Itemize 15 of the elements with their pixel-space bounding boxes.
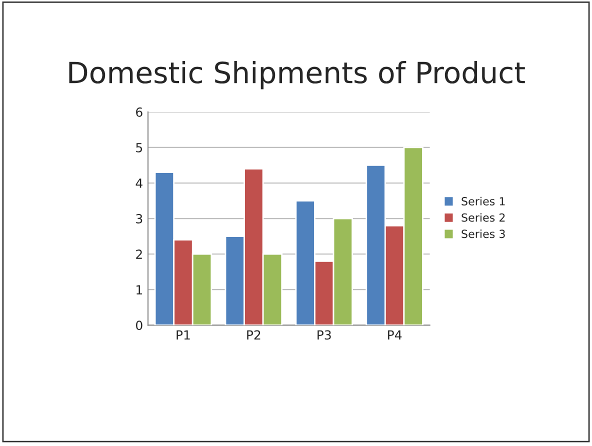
x-tick-label: P1 <box>176 330 190 340</box>
legend-label: Series 2 <box>462 213 505 222</box>
y-tick-label: 1 <box>136 285 142 294</box>
y-tick-label: 0 <box>136 320 142 330</box>
legend-label: Series 1 <box>462 196 505 206</box>
y-tick-label: 4 <box>136 178 142 188</box>
x-tick-label: P2 <box>247 330 260 340</box>
y-tick-label: 3 <box>136 214 142 224</box>
y-tick-label: 5 <box>136 143 142 152</box>
y-tick-label: 6 <box>136 107 142 117</box>
y-tick-label: 2 <box>136 250 142 259</box>
x-tick-label: P4 <box>388 330 402 340</box>
chart-title: Domestic Shipments of Product <box>69 60 525 90</box>
legend-label: Series 3 <box>462 229 505 238</box>
x-tick-label: P3 <box>318 330 331 340</box>
